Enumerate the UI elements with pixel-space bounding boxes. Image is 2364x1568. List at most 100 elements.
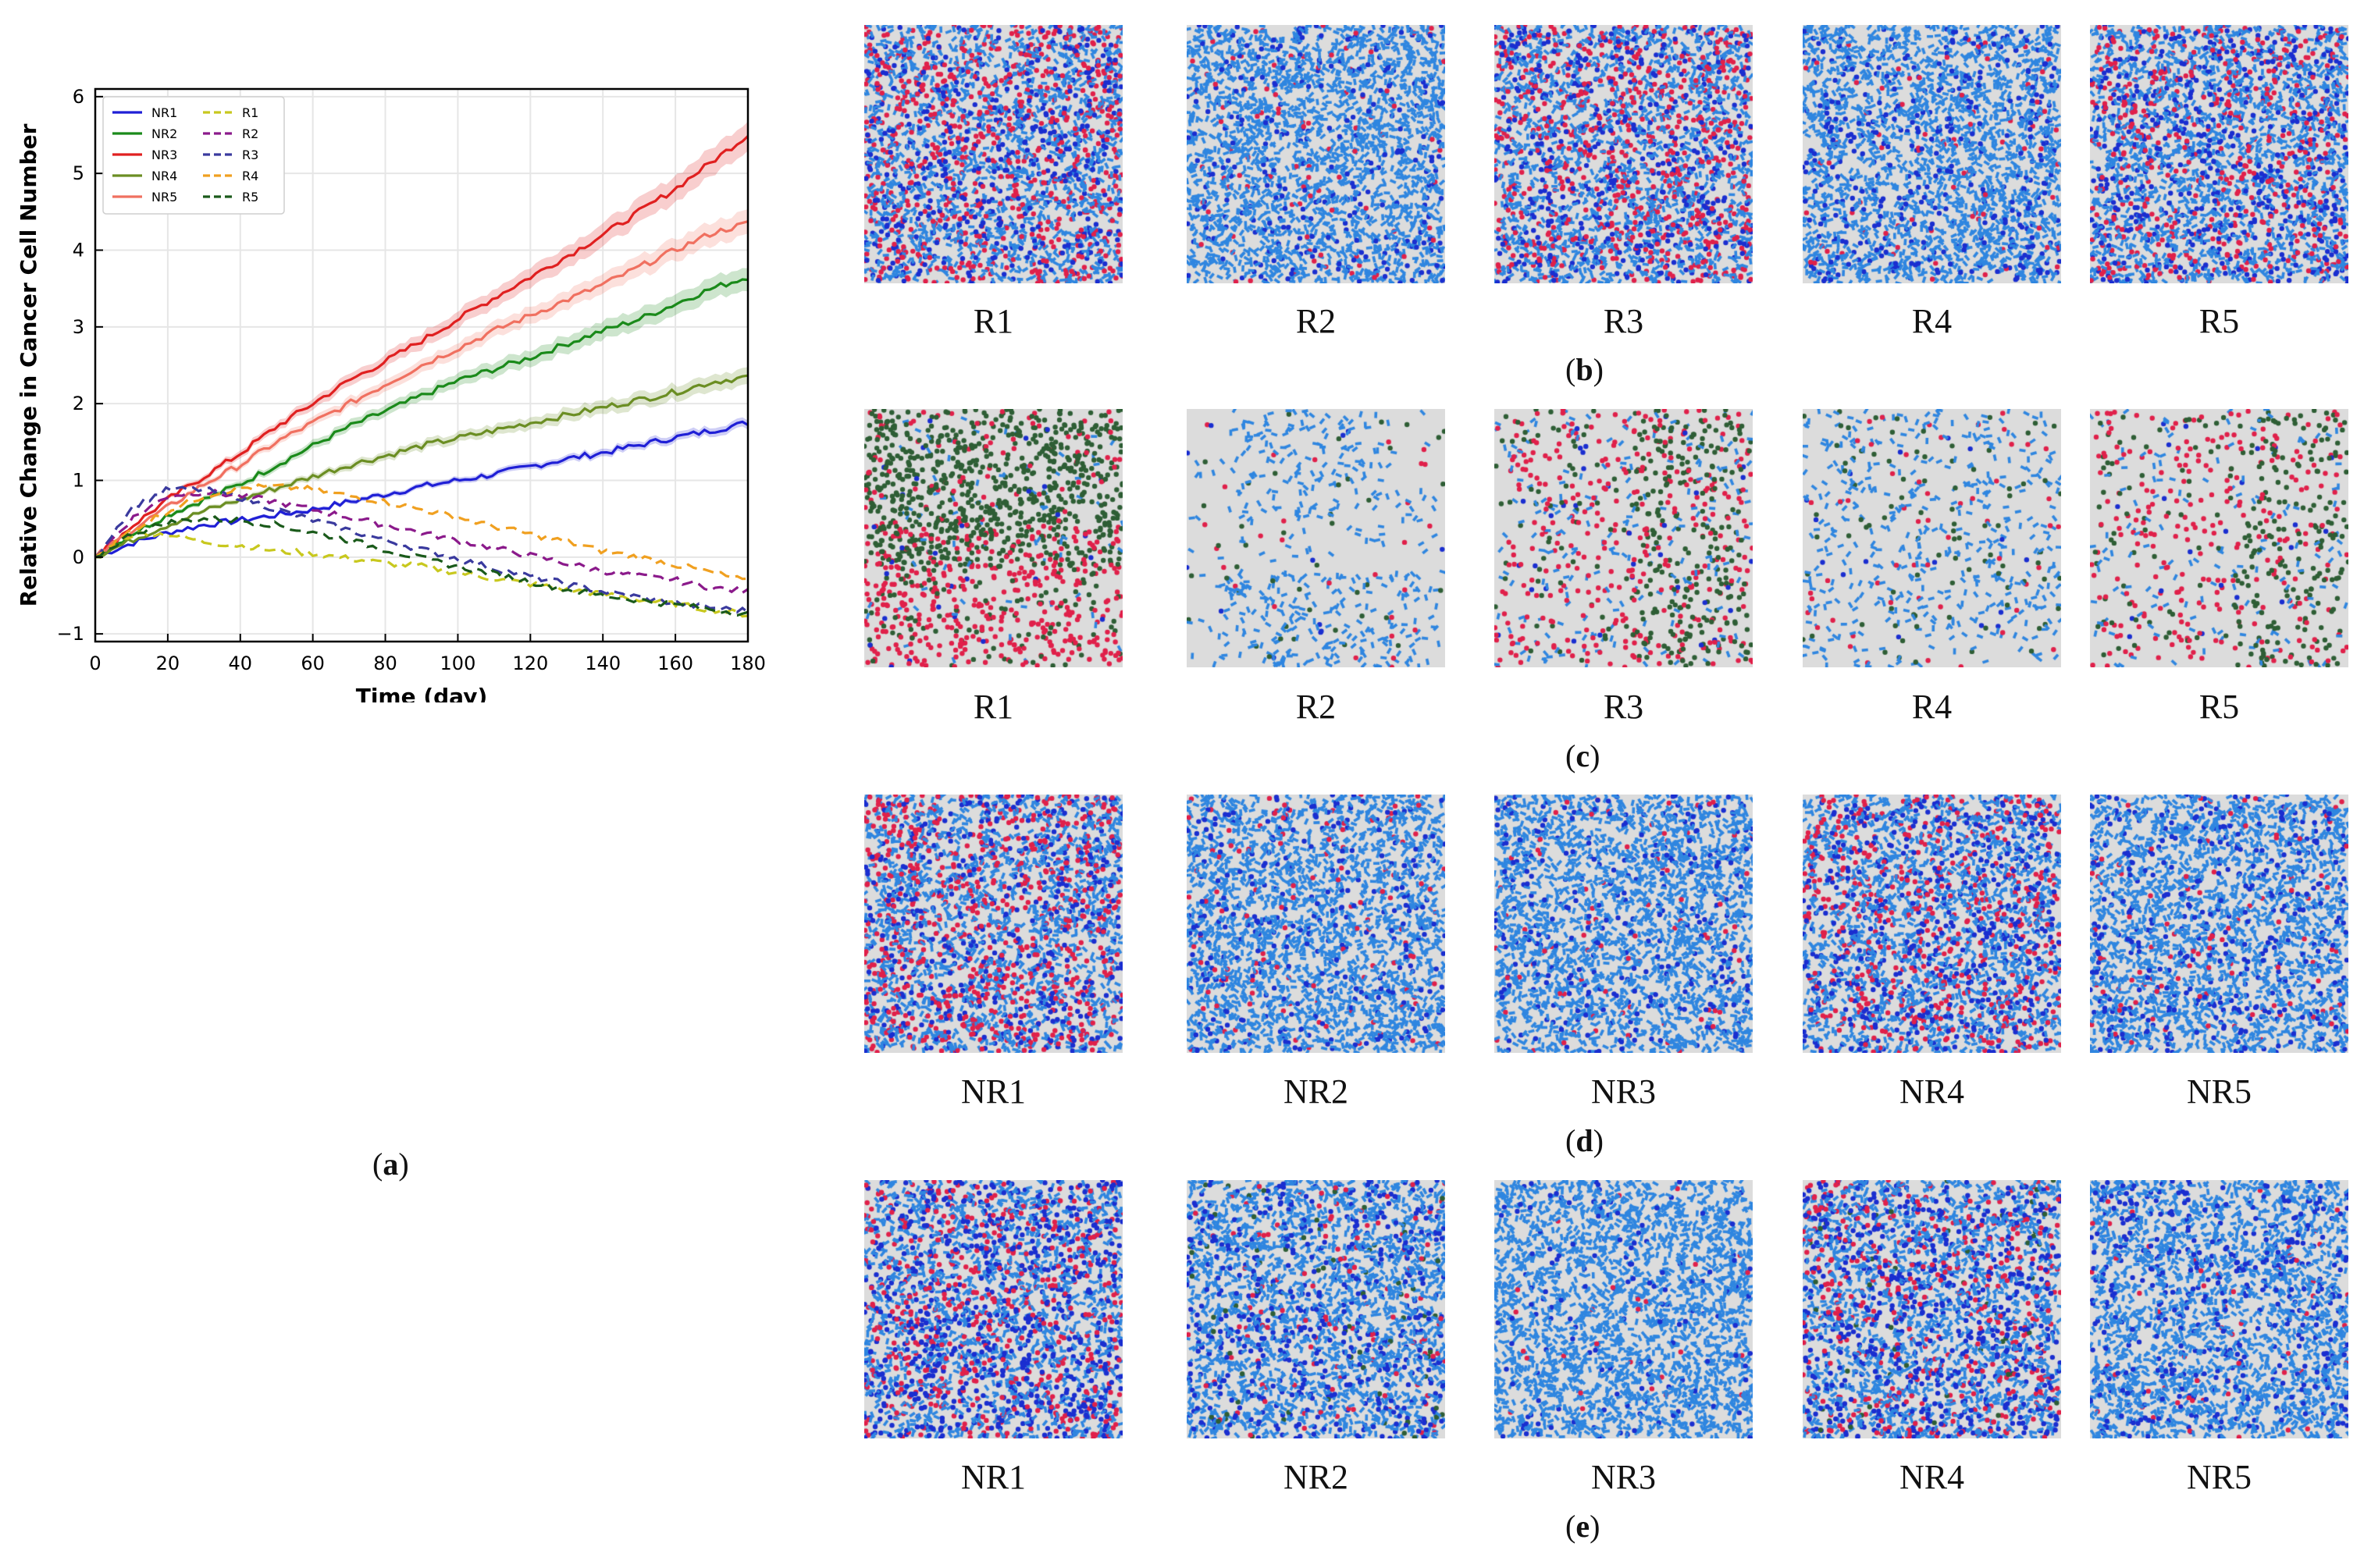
thumbnail-label: R4 (1911, 302, 1953, 340)
thumbnail-label: R1 (973, 302, 1014, 340)
y-axis-label: Relative Change in Cancer Cell Number (16, 123, 41, 606)
simulation-thumbnail (1187, 409, 1445, 667)
x-tick-label: 160 (657, 652, 693, 674)
cell-scatter (2090, 25, 2348, 283)
series-line-NR4 (94, 374, 749, 559)
cell-scatter (1803, 409, 2061, 667)
band-NR2 (95, 268, 748, 558)
thumbnail-label: NR4 (1899, 1458, 1965, 1496)
thumbnail-label: NR2 (1283, 1458, 1349, 1496)
legend-box (102, 96, 285, 215)
x-tick-label: 180 (730, 652, 766, 674)
legend-label-R4: R4 (242, 169, 258, 183)
cell-scatter (1803, 25, 2061, 283)
x-tick-label: 40 (229, 652, 253, 674)
x-axis-label: Time (day) (356, 684, 488, 702)
cell-scatter (1803, 795, 2061, 1053)
thumbnail-label: R1 (973, 688, 1014, 726)
cell-scatter (1187, 25, 1445, 283)
cell-scatter (1494, 25, 1753, 283)
series-line-NR5 (94, 220, 749, 558)
thumbnail-label: R5 (2198, 302, 2240, 340)
simulation-thumbnail (1803, 25, 2061, 283)
thumbnail-label: R3 (1603, 302, 1644, 340)
legend-label-NR1: NR1 (151, 105, 177, 120)
thumbnail-label: R2 (1295, 302, 1337, 340)
legend-label-R1: R1 (242, 105, 258, 120)
band-NR3 (95, 121, 748, 558)
cell-scatter (864, 25, 1123, 283)
thumbnail-label: R2 (1295, 688, 1337, 726)
thumbnail-label: NR3 (1590, 1458, 1657, 1496)
series-line-R4 (94, 483, 749, 581)
simulation-thumbnail (1494, 795, 1753, 1053)
simulation-thumbnail (864, 795, 1123, 1053)
simulation-thumbnail (864, 1180, 1123, 1438)
simulation-thumbnail (2090, 409, 2348, 667)
thumbnail-label: R3 (1603, 688, 1644, 726)
simulation-thumbnail (1803, 1180, 2061, 1438)
thumbnail-label: NR4 (1899, 1072, 1965, 1111)
simulation-thumbnail (1494, 1180, 1753, 1438)
cell-scatter (1494, 409, 1753, 667)
legend-label-NR3: NR3 (151, 148, 177, 162)
x-tick-label: 0 (89, 652, 101, 674)
x-tick-label: 140 (585, 652, 621, 674)
cell-scatter (864, 409, 1123, 667)
x-tick-label: 60 (301, 652, 325, 674)
cell-scatter (1187, 795, 1445, 1053)
y-tick-label: 0 (73, 546, 84, 568)
simulation-thumbnail (1187, 1180, 1445, 1438)
simulation-thumbnail (864, 409, 1123, 667)
cell-scatter (2090, 795, 2348, 1053)
simulation-thumbnail (2090, 795, 2348, 1053)
series-line-R5 (94, 515, 749, 617)
series-line-NR1 (94, 420, 749, 559)
legend-label-NR4: NR4 (151, 169, 177, 183)
simulation-thumbnail (1803, 409, 2061, 667)
plot-frame (94, 87, 749, 643)
y-tick-label: 1 (73, 470, 84, 492)
legend-label-NR5: NR5 (151, 190, 177, 204)
cell-scatter (1187, 1180, 1445, 1438)
y-tick-label: 5 (73, 162, 84, 184)
legend-label-R5: R5 (242, 190, 258, 204)
legend-label-NR2: NR2 (151, 126, 177, 141)
thumbnail-label: NR3 (1590, 1072, 1657, 1111)
y-tick-label: 2 (73, 393, 84, 414)
y-tick-label: 6 (73, 86, 84, 108)
thumbnail-label: NR1 (960, 1072, 1027, 1111)
series-line-R1 (94, 531, 749, 618)
thumbnail-label: NR5 (2186, 1072, 2252, 1111)
cell-scatter (864, 1180, 1123, 1438)
y-tick-label: 4 (73, 240, 84, 261)
series-line-NR2 (94, 278, 749, 559)
simulation-thumbnail (2090, 1180, 2348, 1438)
caption-e: (e) (1565, 1509, 1600, 1544)
simulation-thumbnail (1494, 25, 1753, 283)
thumbnail-label: NR2 (1283, 1072, 1349, 1111)
cell-scatter (1803, 1180, 2061, 1438)
simulation-thumbnail (1187, 795, 1445, 1053)
cell-scatter (1187, 409, 1445, 667)
caption-a: (a) (372, 1147, 409, 1182)
simulation-thumbnail (864, 25, 1123, 283)
simulation-thumbnail (1187, 25, 1445, 283)
caption-c: (c) (1565, 738, 1600, 773)
series-line-R3 (94, 485, 749, 614)
cell-scatter (1494, 1180, 1753, 1438)
thumbnail-label: R4 (1911, 688, 1953, 726)
cell-scatter (864, 795, 1123, 1053)
legend-label-R2: R2 (242, 126, 258, 141)
x-tick-label: 120 (512, 652, 548, 674)
caption-b: (b) (1565, 352, 1604, 387)
thumbnail-label: NR5 (2186, 1458, 2252, 1496)
simulation-thumbnail (2090, 25, 2348, 283)
thumbnail-label: NR1 (960, 1458, 1027, 1496)
x-tick-label: 100 (440, 652, 476, 674)
simulation-thumbnail (1494, 409, 1753, 667)
x-tick-label: 80 (373, 652, 397, 674)
cell-scatter (2090, 1180, 2348, 1438)
simulation-thumbnail (1803, 795, 2061, 1053)
